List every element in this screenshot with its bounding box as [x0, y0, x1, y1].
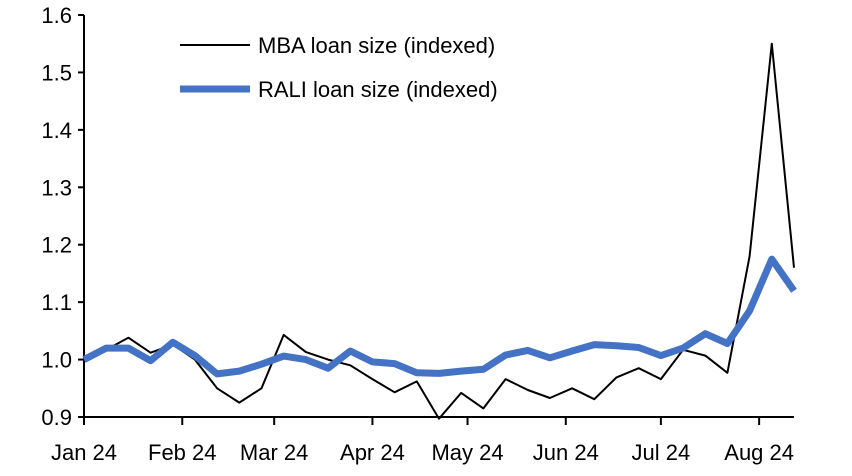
y-tick-label: 1.0: [41, 348, 72, 373]
x-tick-label: Apr 24: [340, 440, 405, 465]
x-tick-label: Mar 24: [240, 440, 308, 465]
x-tick-label: Feb 24: [148, 440, 217, 465]
y-tick-label: 1.1: [41, 290, 72, 315]
y-tick-label: 1.4: [41, 118, 72, 143]
x-tick-label: Aug 24: [724, 440, 794, 465]
legend-label-mba: MBA loan size (indexed): [258, 33, 495, 58]
x-tick-label: May 24: [431, 440, 503, 465]
y-tick-label: 0.9: [41, 405, 72, 430]
x-tick-label: Jan 24: [51, 440, 117, 465]
x-tick-label: Jun 24: [533, 440, 599, 465]
y-tick-label: 1.2: [41, 233, 72, 258]
series-line-rali: [84, 259, 794, 374]
y-axis: 0.9 1.0 1.1 1.2 1.3 1.4 1.5 1.6: [41, 3, 84, 430]
x-axis: Jan 24 Feb 24 Mar 24 Apr 24 May 24 Jun 24 Jul …: [51, 417, 794, 465]
y-tick-label: 1.6: [41, 3, 72, 28]
legend-label-rali: RALI loan size (indexed): [258, 77, 498, 102]
x-tick-label: Jul 24: [632, 440, 691, 465]
legend: MBA loan size (indexed) RALI loan size (…: [180, 33, 498, 102]
y-tick-label: 1.5: [41, 60, 72, 85]
y-tick-label: 1.3: [41, 175, 72, 200]
